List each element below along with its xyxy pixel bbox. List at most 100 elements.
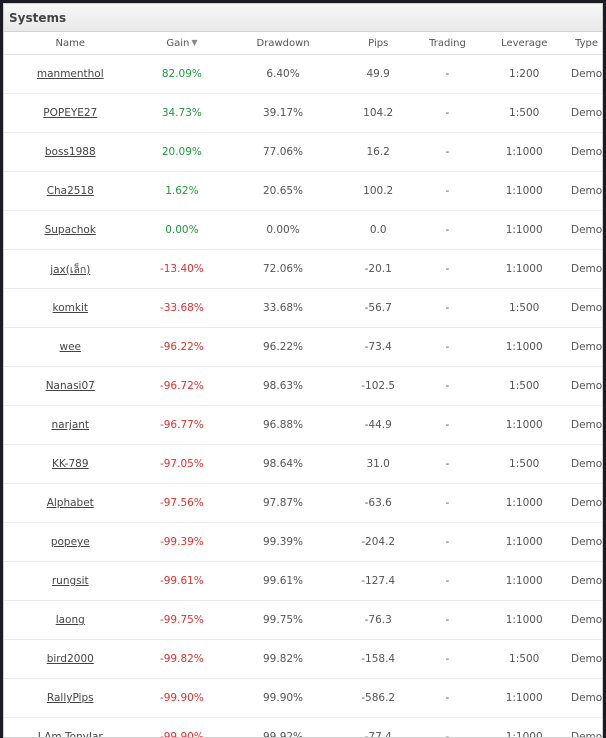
system-name-link[interactable]: bird2000 — [46, 653, 94, 665]
gain-cell: -99.75% — [137, 614, 228, 626]
pips-value: -76.3 — [364, 614, 392, 626]
system-name-link[interactable]: POPEYE27 — [43, 107, 98, 119]
drawdown-value: 99.90% — [263, 692, 304, 704]
trading-cell: - — [418, 263, 478, 275]
system-name-cell: RallyPips — [4, 692, 137, 704]
drawdown-cell: 97.87% — [227, 497, 339, 509]
type-value: Demo — [571, 302, 603, 314]
drawdown-value: 96.88% — [263, 419, 304, 431]
type-cell: Demo — [571, 692, 602, 704]
drawdown-cell: 99.39% — [227, 536, 339, 548]
column-header-drawdown[interactable]: Drawdown — [256, 37, 310, 49]
system-name-link[interactable]: Alphabet — [46, 497, 94, 509]
type-cell: Demo — [571, 341, 602, 353]
system-name-link[interactable]: Supachok — [44, 224, 96, 236]
table-row: rungsit -99.61% 99.61% -127.4 - 1:1000 Demo — [4, 562, 602, 601]
trading-value: - — [445, 224, 450, 236]
column-header-gain[interactable]: Gain ▼ — [137, 38, 228, 49]
leverage-value: 1:1000 — [505, 731, 543, 738]
system-name-link[interactable]: narjant — [51, 419, 90, 431]
drawdown-value: 0.00% — [266, 224, 300, 236]
type-value: Demo — [571, 653, 603, 665]
pips-value: -586.2 — [361, 692, 396, 704]
pips-value: 100.2 — [363, 185, 394, 197]
leverage-cell: 1:1000 — [477, 185, 571, 197]
column-header-leverage[interactable]: Leverage — [501, 37, 548, 49]
type-cell: Demo — [571, 302, 602, 314]
leverage-cell: 1:500 — [477, 380, 571, 392]
column-header-trading[interactable]: Trading — [429, 37, 466, 49]
table-row: popeye -99.39% 99.39% -204.2 - 1:1000 Demo — [4, 523, 602, 562]
trading-cell: - — [418, 653, 478, 665]
type-value: Demo — [571, 185, 603, 197]
table-row: wee -96.22% 96.22% -73.4 - 1:1000 Demo — [4, 328, 602, 367]
gain-cell: -99.90% — [137, 692, 228, 704]
drawdown-value: 98.63% — [263, 380, 304, 392]
gain-value: 34.73% — [161, 107, 202, 119]
drawdown-value: 6.40% — [266, 68, 300, 80]
trading-value: - — [445, 146, 450, 158]
type-cell: Demo — [571, 731, 602, 737]
drawdown-value: 20.65% — [263, 185, 304, 197]
gain-value: -99.61% — [159, 575, 204, 587]
system-name-cell: KK-789 — [4, 458, 137, 470]
trading-value: - — [445, 263, 450, 275]
system-name-link[interactable]: manmenthol — [36, 68, 104, 80]
gain-cell: -97.05% — [137, 458, 228, 470]
system-name-cell: boss1988 — [4, 146, 137, 158]
leverage-cell: 1:1000 — [477, 419, 571, 431]
column-header-name[interactable]: Name — [55, 37, 86, 49]
system-name-cell: Alphabet — [4, 497, 137, 509]
pips-value: -158.4 — [361, 653, 396, 665]
pips-cell: -56.7 — [339, 302, 418, 314]
pips-cell: 100.2 — [339, 185, 418, 197]
pips-value: 16.2 — [366, 146, 390, 158]
trading-value: - — [445, 575, 450, 587]
gain-cell: -96.77% — [137, 419, 228, 431]
system-name-link[interactable]: rungsit — [51, 575, 89, 587]
gain-value: -96.22% — [159, 341, 204, 353]
drawdown-value: 99.61% — [263, 575, 304, 587]
gain-cell: 0.00% — [137, 224, 228, 236]
type-value: Demo — [571, 224, 603, 236]
trading-value: - — [445, 107, 450, 119]
pips-cell: 49.9 — [339, 68, 418, 80]
pips-cell: -102.5 — [339, 380, 418, 392]
system-name-link[interactable]: Nanasi07 — [45, 380, 95, 392]
leverage-cell: 1:1000 — [477, 536, 571, 548]
trading-value: - — [445, 614, 450, 626]
system-name-link[interactable]: wee — [59, 341, 82, 353]
system-name-link[interactable]: komkit — [52, 302, 88, 314]
gain-cell: 20.09% — [137, 146, 228, 158]
gain-value: -33.68% — [159, 302, 204, 314]
system-name-link[interactable]: Cha2518 — [46, 185, 94, 197]
table-row: komkit -33.68% 33.68% -56.7 - 1:500 Demo — [4, 289, 602, 328]
system-name-link[interactable]: laong — [55, 614, 85, 626]
system-name-link[interactable]: I Am TonyJar — [37, 731, 103, 738]
table-row: Cha2518 1.62% 20.65% 100.2 - 1:1000 Demo — [4, 172, 602, 211]
system-name-link[interactable]: boss1988 — [44, 146, 96, 158]
leverage-cell: 1:200 — [477, 68, 571, 80]
leverage-value: 1:1000 — [505, 575, 543, 587]
column-header-pips[interactable]: Pips — [368, 37, 389, 49]
leverage-cell: 1:1000 — [477, 692, 571, 704]
drawdown-value: 98.64% — [263, 458, 304, 470]
pips-value: -44.9 — [364, 419, 392, 431]
column-header-type[interactable]: Type — [575, 37, 599, 49]
type-cell: Demo — [571, 68, 602, 80]
gain-value: 20.09% — [161, 146, 202, 158]
system-name-link[interactable]: jax(เล็ก) — [50, 263, 91, 276]
drawdown-value: 77.06% — [263, 146, 304, 158]
pips-cell: -204.2 — [339, 536, 418, 548]
system-name-link[interactable]: KK-789 — [52, 458, 89, 470]
trading-cell: - — [418, 224, 478, 236]
type-value: Demo — [571, 458, 603, 470]
system-name-cell: manmenthol — [4, 68, 137, 80]
system-name-link[interactable]: popeye — [50, 536, 90, 548]
system-name-link[interactable]: RallyPips — [46, 692, 94, 704]
drawdown-value: 99.92% — [263, 731, 304, 738]
pips-cell: 31.0 — [339, 458, 418, 470]
drawdown-cell: 99.61% — [227, 575, 339, 587]
pips-cell: 104.2 — [339, 107, 418, 119]
pips-value: 104.2 — [363, 107, 394, 119]
